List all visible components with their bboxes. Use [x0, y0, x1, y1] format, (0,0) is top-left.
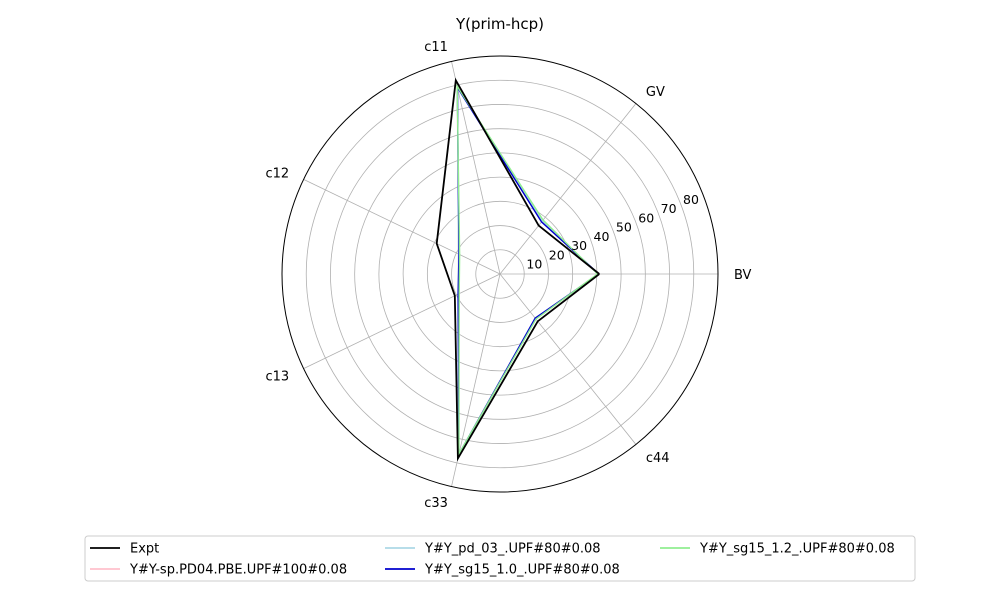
radial-tick-label: 70: [661, 201, 677, 216]
axis-label-c12: c12: [265, 166, 289, 181]
polar-frame: [281, 55, 719, 493]
legend-label-1: Y#Y-sp.PD04.PBE.UPF#100#0.08: [129, 563, 347, 578]
axis-label-c44: c44: [646, 451, 670, 466]
angular-gridline: [303, 179, 501, 275]
axis-label-gv: GV: [646, 85, 665, 100]
axis-label-bv: BV: [734, 268, 752, 283]
series-line-0: [435, 77, 600, 462]
legend-label-3: Y#Y_sg15_1.0_.UPF#80#0.08: [424, 563, 620, 578]
axis-label-c11: c11: [424, 40, 448, 55]
chart-title: Y(prim-hcp): [455, 15, 544, 33]
series-line-4: [456, 83, 599, 457]
legend-label-0: Expt: [130, 542, 159, 557]
radial-tick-label: 20: [549, 247, 565, 262]
radial-tick-label: 10: [526, 257, 542, 272]
radial-tick-label: 60: [638, 210, 654, 225]
radial-tick-label: 50: [616, 220, 632, 235]
legend-label-4: Y#Y_sg15_1.2_.UPF#80#0.08: [699, 542, 895, 557]
angular-gridline: [499, 103, 637, 275]
legend-box: [84, 535, 916, 582]
angular-gridline: [303, 273, 501, 369]
axis-label-c33: c33: [424, 496, 448, 511]
axis-label-c13: c13: [265, 370, 289, 385]
angular-gridline: [451, 61, 501, 275]
radial-tick-label: 40: [594, 229, 610, 244]
radial-tick-label: 30: [571, 238, 587, 253]
legend-label-2: Y#Y_pd_03_.UPF#80#0.08: [424, 542, 601, 557]
angular-gridline: [499, 273, 637, 445]
series-line-3: [456, 84, 600, 458]
radial-tick-label: 80: [683, 192, 699, 207]
